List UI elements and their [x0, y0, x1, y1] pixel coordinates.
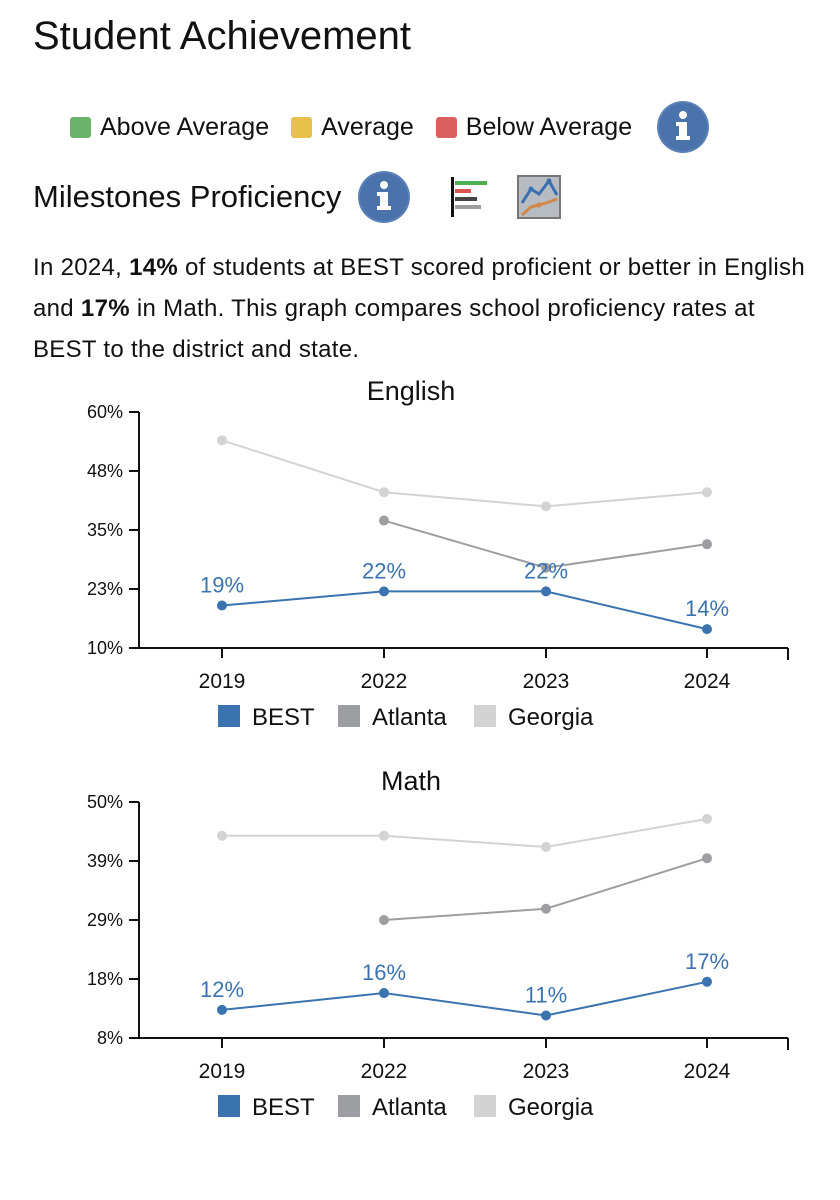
- x-tick-label: 2022: [361, 1060, 408, 1083]
- y-tick-label: 23%: [87, 579, 123, 599]
- best-legend-swatch: [218, 1095, 240, 1117]
- best-data-label: 17%: [685, 949, 729, 974]
- georgia-point: [702, 813, 712, 824]
- page-title: Student Achievement: [33, 14, 412, 58]
- best-point: [702, 624, 712, 635]
- y-tick-label: 29%: [87, 910, 123, 930]
- legend-label: Georgia: [508, 1094, 594, 1121]
- y-tick-label: 18%: [87, 969, 123, 989]
- x-tick-label: 2022: [361, 670, 408, 693]
- best-point: [379, 586, 389, 597]
- legend-label: Atlanta: [372, 1094, 447, 1121]
- best-point: [217, 600, 227, 611]
- legend-label: Georgia: [508, 704, 594, 731]
- georgia-point: [379, 487, 389, 498]
- x-tick-label: 2024: [684, 1060, 731, 1083]
- georgia-legend-swatch: [474, 705, 496, 727]
- english-proficiency-value: 14%: [129, 254, 179, 281]
- best-data-label: 11%: [525, 983, 567, 1008]
- legend-label: Below Average: [465, 112, 633, 141]
- y-tick-label: 8%: [97, 1028, 123, 1048]
- atlanta-point: [379, 915, 389, 925]
- best-point: [702, 976, 712, 987]
- bar-chart-view-icon[interactable]: [449, 175, 493, 219]
- georgia-point: [217, 435, 227, 446]
- atlanta-point: [702, 539, 712, 550]
- legend-item-above-average: Above Average: [70, 113, 269, 142]
- atlanta-point: [541, 903, 551, 914]
- best-point: [541, 586, 551, 597]
- georgia-point: [379, 830, 389, 841]
- y-tick-label: 60%: [87, 402, 123, 422]
- atlanta-legend-swatch: [338, 705, 360, 727]
- section-title: Milestones Proficiency: [33, 179, 342, 214]
- best-point: [541, 1010, 551, 1021]
- chart-title: Math: [381, 766, 441, 796]
- best-data-label: 16%: [362, 960, 406, 985]
- below-average-swatch: [435, 116, 457, 138]
- english-line-chart: English 10% 23% 35% 48% 60% 2019 2022 2023 2024 19…: [87, 376, 789, 731]
- y-tick-label: 50%: [87, 792, 123, 812]
- best-series-line: [221, 980, 708, 1017]
- legend-label: Atlanta: [372, 704, 447, 731]
- best-series-line: [221, 590, 708, 631]
- georgia-series-line: [221, 439, 708, 508]
- legend-label: BEST: [252, 704, 315, 731]
- best-point: [217, 1004, 227, 1015]
- above-average-swatch: [70, 116, 91, 138]
- atlanta-point: [379, 515, 389, 526]
- y-tick-label: 39%: [87, 851, 123, 871]
- info-icon[interactable]: [656, 100, 710, 154]
- best-data-label: 12%: [200, 977, 244, 1002]
- georgia-point: [702, 487, 712, 498]
- atlanta-point: [702, 853, 712, 864]
- legend-label: BEST: [252, 1094, 315, 1121]
- georgia-point: [541, 501, 551, 512]
- atlanta-legend-swatch: [338, 1095, 360, 1117]
- georgia-point: [217, 830, 227, 841]
- georgia-point: [541, 841, 551, 852]
- best-data-label: 22%: [362, 558, 406, 583]
- y-tick-label: 10%: [87, 638, 123, 658]
- best-data-label: 14%: [685, 596, 729, 621]
- summary-text: In 2024, 14% of students at BEST scored …: [33, 254, 805, 363]
- y-tick-label: 48%: [87, 461, 123, 481]
- legend-label: Average: [321, 112, 414, 141]
- legend-item-average: Average: [291, 113, 414, 142]
- info-icon[interactable]: [357, 170, 411, 224]
- georgia-series-line: [222, 817, 708, 848]
- x-tick-label: 2023: [523, 1060, 570, 1083]
- x-tick-label: 2019: [199, 670, 246, 693]
- atlanta-point: [541, 562, 551, 573]
- georgia-legend-swatch: [474, 1095, 496, 1117]
- performance-legend: Above Average Average Below Average: [70, 100, 710, 154]
- math-proficiency-value: 17%: [80, 295, 130, 322]
- milestones-header: Milestones Proficiency: [33, 170, 562, 224]
- y-tick-label: 35%: [87, 520, 123, 540]
- x-tick-label: 2024: [684, 670, 731, 693]
- best-data-label: 19%: [200, 573, 244, 598]
- legend-label: Above Average: [100, 112, 270, 141]
- best-legend-swatch: [218, 705, 240, 727]
- math-line-chart: Math 8% 18% 29% 39% 50% 2019 2022 2023 2024 12% 16%…: [87, 766, 789, 1121]
- line-chart-view-icon[interactable]: [517, 175, 562, 219]
- x-tick-label: 2023: [523, 670, 570, 693]
- average-swatch: [291, 116, 313, 138]
- best-point: [379, 988, 389, 999]
- chart-title: English: [367, 376, 456, 406]
- best-data-label: 22%: [524, 558, 568, 583]
- legend-item-below-average: Below Average: [435, 112, 633, 142]
- x-tick-label: 2019: [199, 1060, 246, 1083]
